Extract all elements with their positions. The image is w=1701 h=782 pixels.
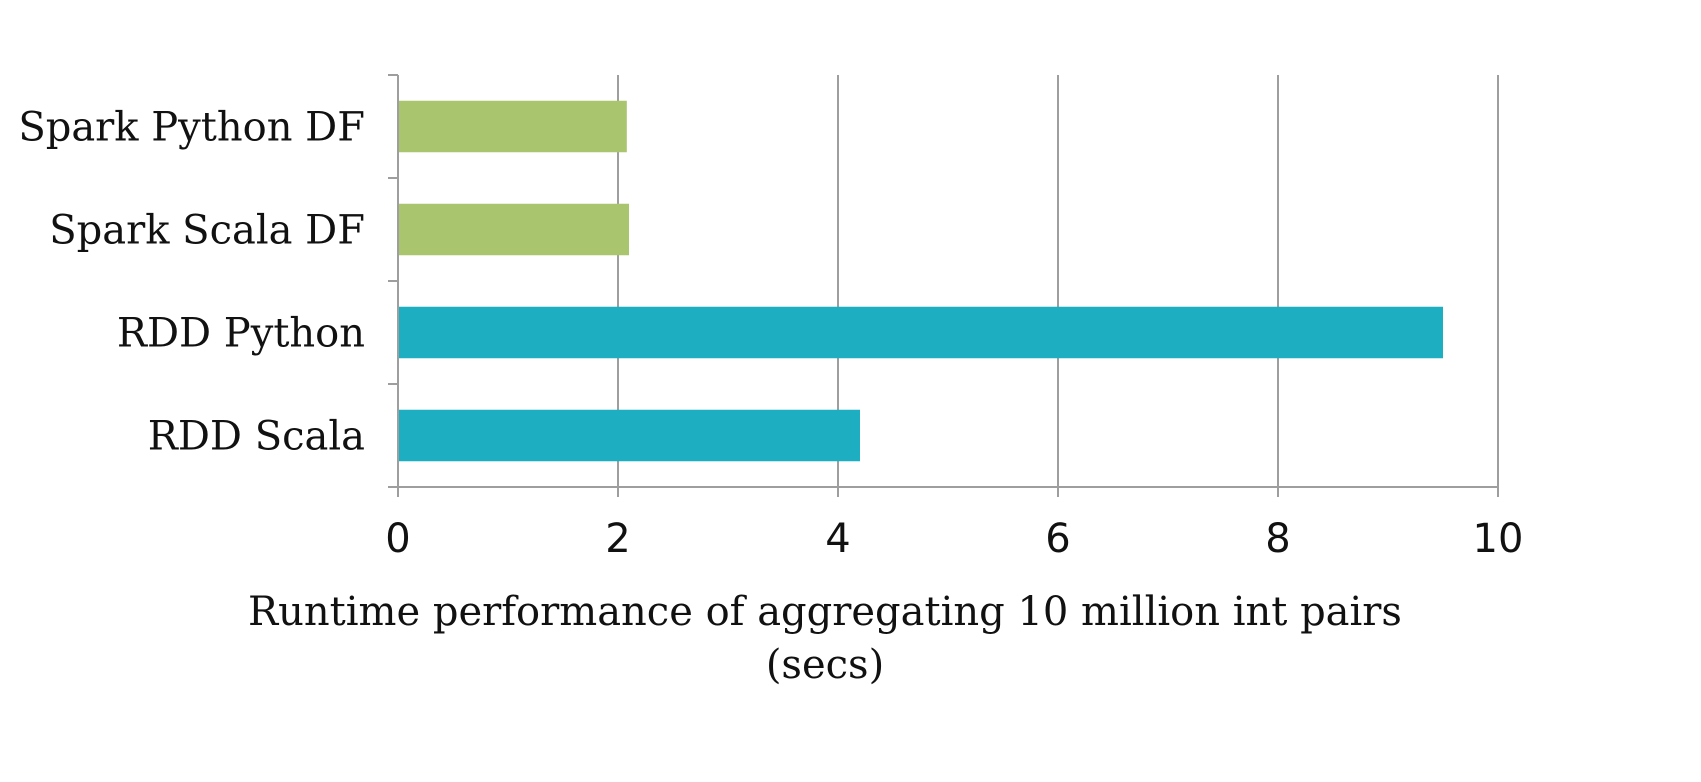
category-label: Spark Python DF — [18, 105, 365, 151]
axes — [388, 74, 1499, 497]
bar — [399, 100, 627, 153]
bar — [399, 203, 629, 256]
category-label: RDD Scala — [148, 414, 365, 460]
category-label: Spark Scala DF — [49, 208, 365, 254]
x-axis-title-line2: (secs) — [766, 642, 884, 688]
x-tick-label: 6 — [1045, 516, 1070, 562]
x-tick-label: 10 — [1473, 516, 1524, 562]
bar — [399, 306, 1443, 359]
category-label: RDD Python — [117, 311, 365, 357]
bar — [399, 409, 860, 462]
bars — [399, 100, 1443, 462]
x-tick-labels: 0 2 4 6 8 10 — [385, 516, 1523, 562]
x-tick-label: 8 — [1265, 516, 1290, 562]
category-labels: Spark Python DF Spark Scala DF RDD Python R… — [18, 105, 365, 460]
x-axis-title-line1: Runtime performance of aggregating 10 mi… — [248, 589, 1402, 635]
x-tick-label: 0 — [385, 516, 410, 562]
x-tick-label: 4 — [825, 516, 850, 562]
x-tick-label: 2 — [605, 516, 630, 562]
